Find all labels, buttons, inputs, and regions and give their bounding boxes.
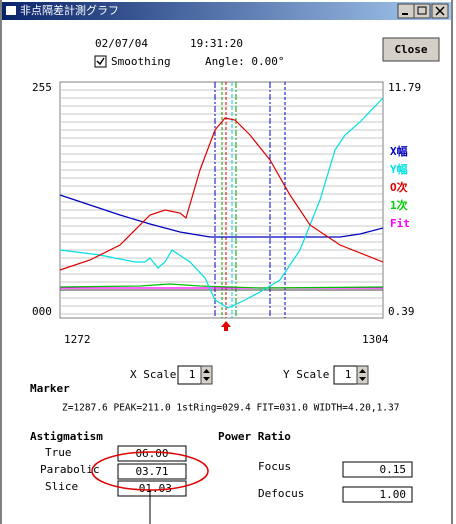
time: 19:31:20 — [190, 37, 243, 50]
astig-value: -01.03 — [132, 482, 172, 495]
smoothing-label: Smoothing — [111, 55, 171, 68]
spin-arrows — [203, 369, 210, 381]
spin-arrows — [359, 369, 366, 381]
astig-label: Slice — [45, 480, 78, 493]
marker-title: Marker — [30, 382, 70, 395]
legend-entry: X幅 — [390, 144, 408, 158]
spin-buttons[interactable] — [356, 365, 369, 385]
window-border — [0, 0, 2, 524]
window-border — [451, 0, 453, 524]
curve-x-width — [59, 194, 384, 238]
x-scale-label: X Scale — [130, 368, 176, 381]
power-value: 1.00 — [380, 488, 407, 501]
y-scale-value: 1 — [345, 368, 352, 381]
app-icon — [6, 6, 16, 15]
x-right: 1304 — [362, 333, 389, 346]
astig-value: 06.00 — [135, 447, 168, 460]
legend-entry: Fit — [390, 217, 410, 230]
peak-arrow — [221, 321, 231, 331]
curve-1st — [59, 283, 384, 289]
power-label: Defocus — [258, 487, 304, 500]
checkmark — [96, 57, 105, 66]
legend: X幅 Y幅 O次 1次 Fit — [390, 144, 410, 230]
legend-entry: 1次 — [390, 198, 408, 212]
y-scale-label: Y Scale — [283, 368, 329, 381]
astigmatism-title: Astigmatism — [30, 430, 103, 443]
legend-entry: Y幅 — [390, 162, 408, 176]
marker-text: Z=1287.6 PEAK=211.0 1stRing=029.4 FIT=03… — [62, 403, 399, 414]
y-left-top: 255 — [32, 81, 52, 94]
legend-entry: O次 — [390, 180, 408, 194]
astig-value: 03.71 — [135, 465, 168, 478]
graph: 255 000 11.79 0.39 1272 1304 X幅 Y幅 O次 1次… — [32, 81, 421, 346]
angle: Angle: 0.00° — [205, 55, 284, 68]
close-button-label: Close — [394, 43, 427, 56]
window-buttons — [397, 3, 449, 19]
minimize-button[interactable] — [397, 3, 415, 19]
close-button[interactable] — [382, 37, 440, 62]
spin-buttons[interactable] — [200, 365, 213, 385]
y-right-top: 11.79 — [388, 81, 421, 94]
maximize-icon — [417, 6, 427, 15]
x-left: 1272 — [64, 333, 91, 346]
window-title: 非点隔差計測グラフ — [20, 3, 119, 17]
power-field — [342, 486, 413, 503]
power-label: Focus — [258, 460, 291, 473]
curve-0th — [59, 117, 384, 271]
astig-label: Parabolic — [40, 463, 100, 476]
date: 02/07/04 — [95, 37, 148, 50]
power-field — [342, 461, 413, 478]
smoothing-checkbox[interactable] — [94, 55, 107, 68]
astig-label: True — [45, 446, 72, 459]
y-left-bottom: 000 — [32, 305, 52, 318]
y-right-bottom: 0.39 — [388, 305, 415, 318]
close-icon — [435, 6, 445, 16]
astig-field — [117, 463, 187, 480]
astig-field — [117, 445, 187, 462]
power-value: 0.15 — [380, 463, 407, 476]
x-scale-value: 1 — [189, 368, 196, 381]
curve-y-width — [59, 97, 384, 309]
power-ratio-title: Power Ratio — [218, 430, 291, 443]
maximize-button[interactable] — [413, 3, 431, 19]
astig-field — [117, 480, 187, 497]
title-bar — [2, 2, 451, 20]
